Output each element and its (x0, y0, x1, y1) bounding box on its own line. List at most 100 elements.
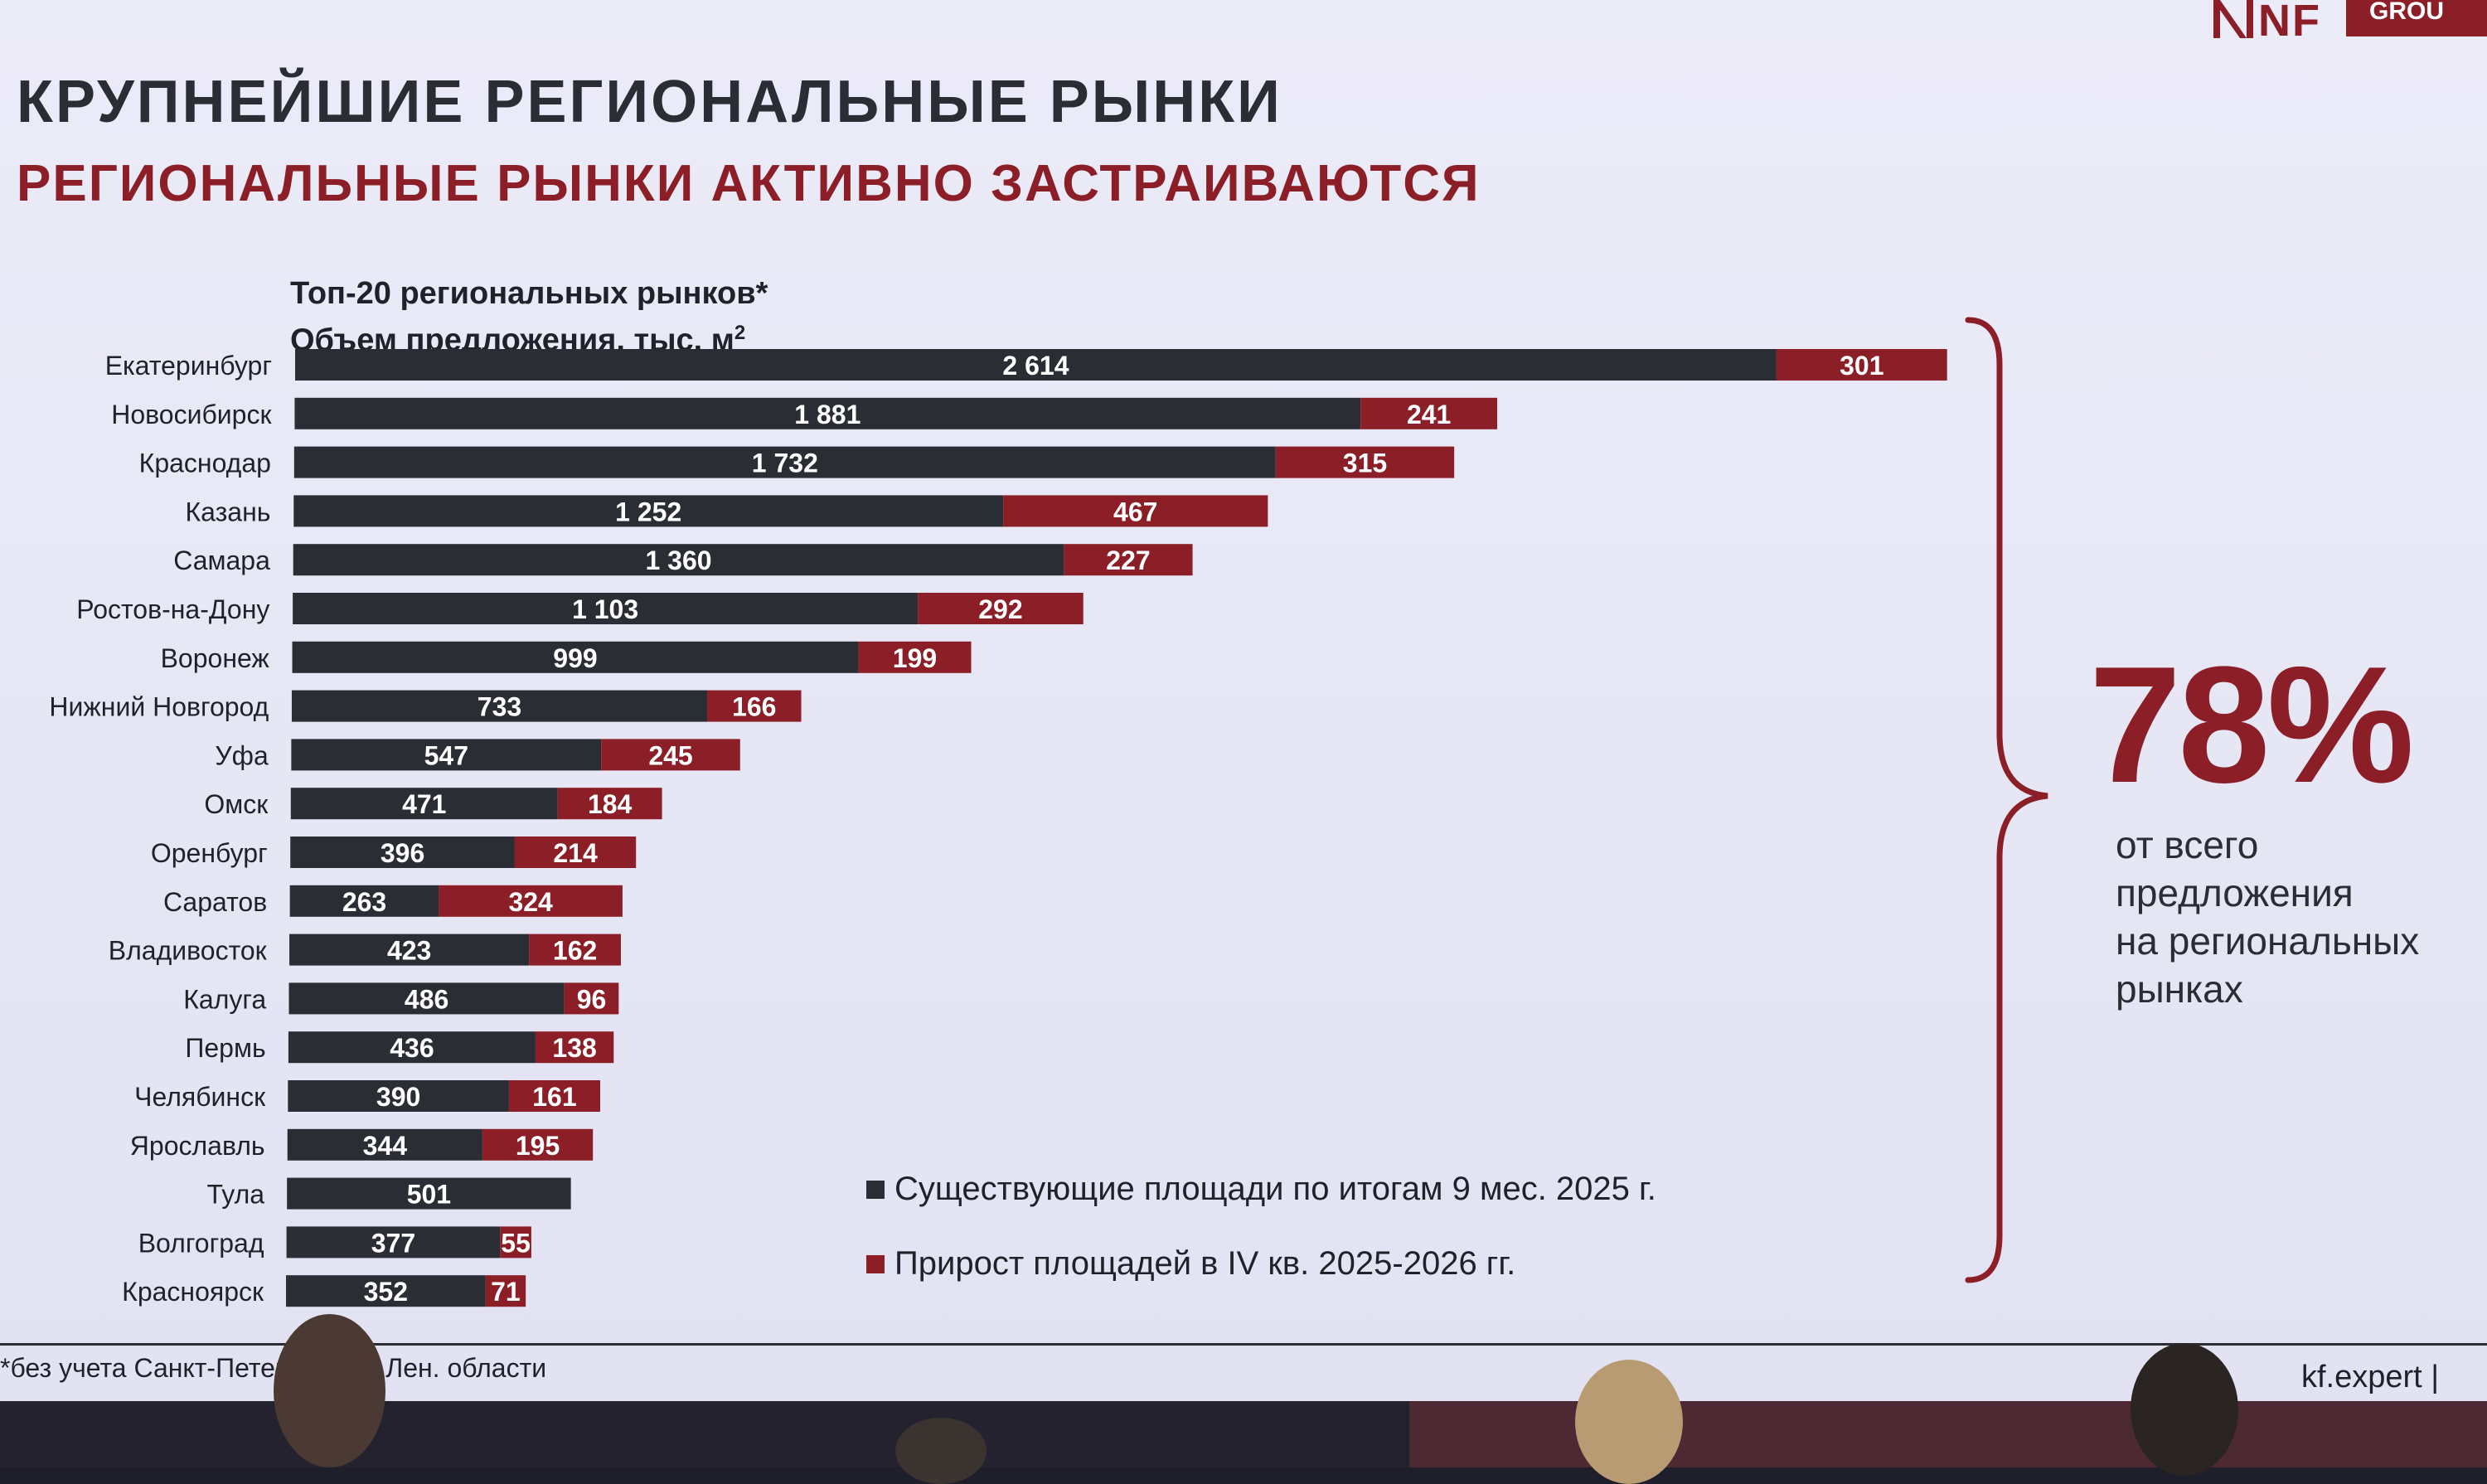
footer-divider (0, 1343, 2487, 1346)
bar-existing (294, 397, 1361, 429)
bar-existing (291, 690, 708, 722)
data-label: 501 (407, 1180, 451, 1210)
data-label: 166 (732, 692, 776, 722)
bar-growth (1275, 446, 1455, 478)
bar-existing (295, 349, 1777, 381)
data-label: 292 (978, 594, 1022, 624)
bar-growth (601, 739, 740, 771)
data-label: 733 (478, 692, 521, 722)
bar-existing (291, 739, 602, 771)
curly-brace-icon (1965, 317, 2048, 1283)
category-label: Тула (207, 1180, 265, 1210)
callout-caption: от всего предложения на региональных рын… (2116, 821, 2419, 1013)
bar-growth (1776, 349, 1947, 381)
data-label: 390 (376, 1082, 420, 1112)
category-label: Волгоград (138, 1228, 264, 1258)
legend-item-growth: Прирост площадей в IV кв. 2025-2026 гг. (866, 1245, 1515, 1283)
bar-existing (288, 1031, 536, 1064)
legend-label-existing: Существующие площади по итогам 9 мес. 20… (894, 1171, 1656, 1207)
category-label: Владивосток (109, 936, 268, 966)
audience-head (895, 1418, 987, 1484)
data-label: 396 (381, 838, 424, 868)
bar-growth (564, 982, 619, 1015)
bar-existing (286, 1275, 486, 1307)
data-label: 162 (553, 936, 597, 966)
category-label: Пермь (185, 1033, 265, 1063)
bar-growth (485, 1275, 526, 1307)
category-label: Ярославль (130, 1131, 265, 1161)
data-label: 199 (893, 643, 937, 673)
data-label: 1 881 (794, 400, 861, 429)
logo-mark-icon (2213, 0, 2253, 38)
data-label: 263 (342, 887, 386, 917)
callout-caption-line: предложения (2116, 871, 2354, 914)
data-label: 999 (553, 643, 597, 673)
logo-letters: NF (2258, 0, 2321, 46)
callout-caption-line: на региональных (2116, 919, 2420, 963)
legend-label-growth: Прирост площадей в IV кв. 2025-2026 гг. (894, 1245, 1516, 1282)
bar-existing (293, 495, 1004, 527)
callout-percentage: 78% (2089, 633, 2414, 817)
data-label: 467 (1113, 497, 1157, 526)
bar-existing (289, 885, 439, 917)
legend-swatch-existing (866, 1180, 885, 1199)
bar-growth (439, 885, 623, 917)
category-label: Челябинск (134, 1082, 266, 1112)
category-label: Краснодар (139, 449, 271, 478)
bar-growth (707, 690, 802, 722)
data-label: 55 (501, 1228, 531, 1258)
category-label: Нижний Новгород (49, 692, 269, 722)
category-label: Новосибирск (111, 400, 272, 429)
data-label: 241 (1407, 400, 1451, 429)
chart-title-superscript: 2 (734, 322, 746, 344)
category-label: Красноярск (122, 1277, 264, 1307)
bar-growth (500, 1226, 531, 1258)
footnote: *без учета Санкт-Петербурга и Лен. облас… (0, 1353, 547, 1383)
data-label: 184 (588, 789, 633, 819)
bar-growth (535, 1031, 614, 1064)
category-label: Омск (204, 789, 269, 819)
data-label: 377 (371, 1228, 415, 1258)
category-label: Оренбург (151, 838, 268, 868)
bar-growth (514, 837, 637, 868)
bar-existing (287, 1128, 482, 1161)
logo-badge: GROU (2346, 0, 2487, 36)
slide-title: КРУПНЕЙШИЕ РЕГИОНАЛЬНЫЕ РЫНКИ (17, 69, 1282, 135)
data-label: 486 (405, 984, 448, 1014)
data-label: 1 360 (645, 546, 711, 575)
bar-existing (293, 446, 1276, 478)
data-label: 96 (577, 984, 607, 1014)
audience-head (1575, 1360, 1683, 1484)
company-logo: NF GROU (2213, 0, 2487, 46)
data-label: 195 (516, 1131, 560, 1161)
data-label: 2 614 (1002, 351, 1069, 381)
stage-backdrop (1409, 1401, 2487, 1467)
category-label: Саратов (163, 887, 267, 917)
bar-existing (290, 837, 515, 868)
source-link: kf.expert | (2301, 1360, 2440, 1394)
bar-growth (1360, 397, 1498, 429)
data-label: 436 (390, 1033, 434, 1063)
chart-title-line1: Топ-20 региональных рынков* (290, 276, 768, 311)
bar-existing (287, 1177, 571, 1210)
bar-chart: Екатеринбург 2 614 301 Новосибирск 1 881 241 К… (49, 349, 1947, 1307)
data-label: 344 (363, 1131, 408, 1161)
bar-growth (557, 788, 662, 820)
bar-growth (508, 1080, 600, 1112)
legend-swatch-growth (866, 1254, 885, 1273)
bar-growth (858, 641, 972, 673)
data-label: 245 (648, 740, 692, 770)
audience-head (2131, 1343, 2238, 1476)
callout-caption-line: от всего (2116, 823, 2259, 866)
bar-growth (529, 934, 621, 966)
data-label: 471 (402, 789, 446, 819)
data-label: 71 (491, 1277, 521, 1307)
data-label: 161 (532, 1082, 576, 1112)
category-label: Ростов-на-Дону (76, 594, 269, 624)
bar-growth (482, 1128, 594, 1161)
bar-existing (293, 544, 1064, 576)
bar-growth (1003, 495, 1268, 527)
bar-existing (289, 934, 530, 966)
bar-existing (288, 1080, 509, 1112)
bar-existing (286, 1226, 501, 1258)
